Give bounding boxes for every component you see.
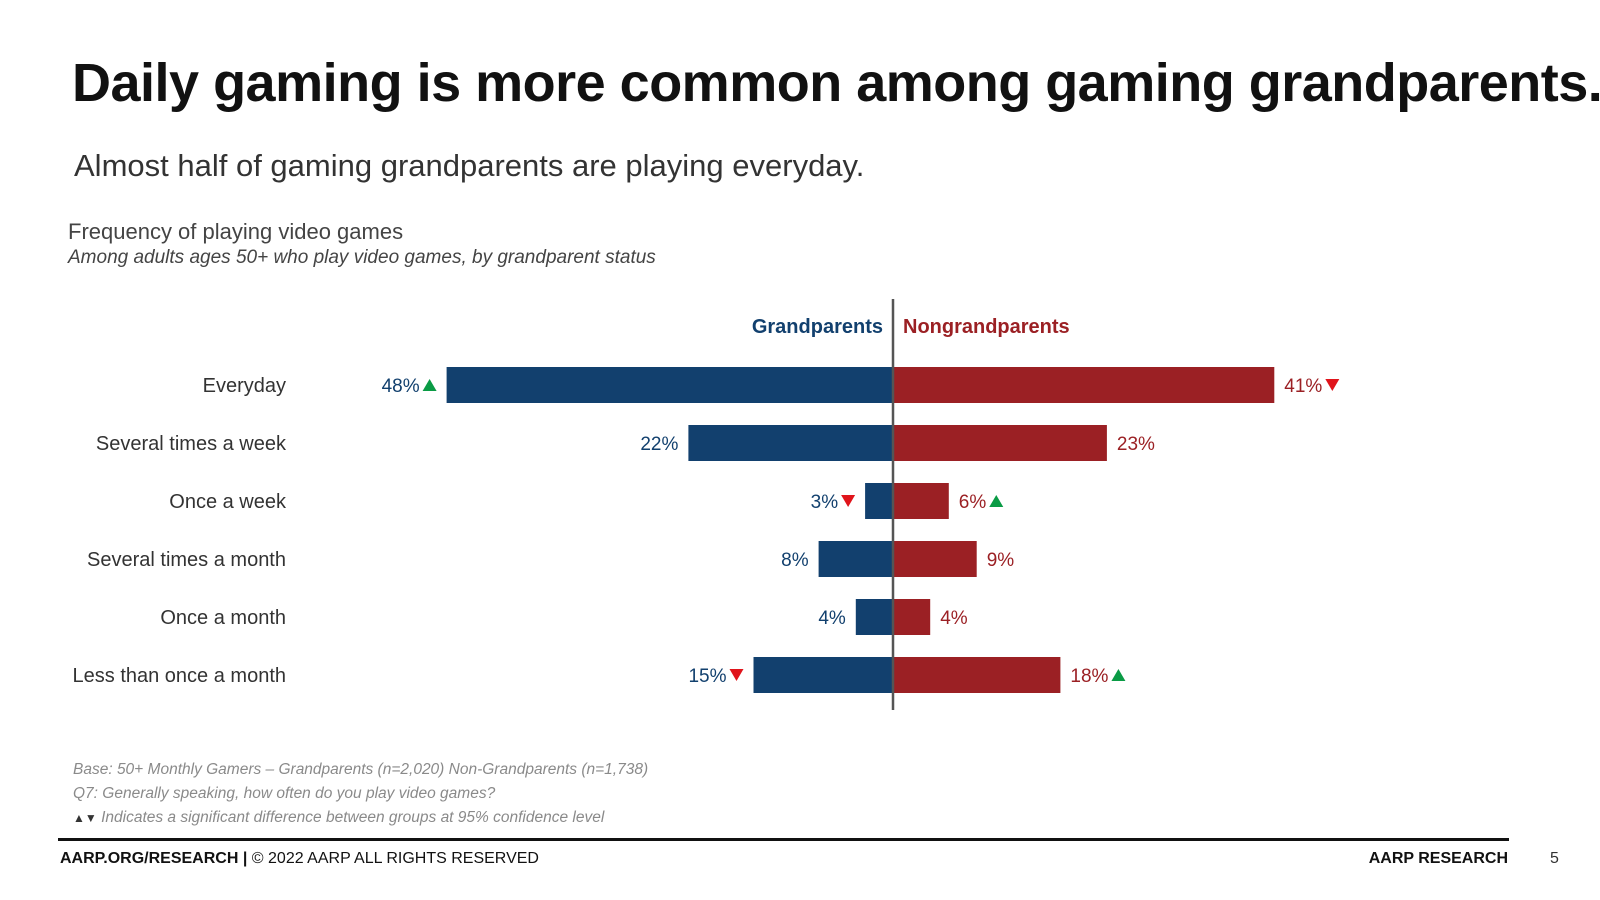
data-label-grandparents: 48% (382, 376, 420, 397)
footer-left: AARP.ORG/RESEARCH | © 2022 AARP ALL RIGH… (60, 850, 539, 868)
bar-grandparents (818, 541, 893, 577)
category-label: Everyday (203, 375, 286, 397)
data-label-nongrandparents: 23% (1117, 434, 1155, 455)
bar-grandparents (753, 657, 893, 693)
slide-subtitle: Almost half of gaming grandparents are p… (74, 148, 865, 183)
sig-down-icon (729, 669, 744, 681)
bar-nongrandparents (893, 367, 1275, 403)
data-label-grandparents: 22% (640, 434, 678, 455)
legend-grandparents: Grandparents (752, 316, 883, 338)
significance-text: Indicates a significant difference betwe… (101, 809, 605, 826)
diverging-bar-chart: Grandparents Nongrandparents Everyday 48% 41… (73, 299, 1340, 710)
category-label: Less than once a month (73, 665, 286, 687)
data-label-nongrandparents: 6% (959, 492, 987, 513)
chart-subtitle: Among adults ages 50+ who play video gam… (68, 247, 656, 268)
bar-grandparents (688, 425, 893, 461)
footer-separator: | (238, 850, 252, 867)
sig-down-icon (841, 495, 856, 507)
legend-nongrandparents: Nongrandparents (903, 316, 1070, 338)
footer-brand: AARP RESEARCH (1368, 850, 1508, 867)
slide-title: Daily gaming is more common among gaming… (72, 53, 1600, 113)
data-label-nongrandparents: 41% (1284, 376, 1322, 397)
footer-divider (58, 838, 1509, 841)
bar-nongrandparents (893, 657, 1061, 693)
data-label-grandparents: 8% (781, 550, 809, 571)
page-number: 5 (1550, 850, 1559, 867)
data-label-grandparents: 3% (811, 492, 839, 513)
significance-symbols: ▲▼ (73, 811, 97, 825)
category-label: Once a week (169, 491, 287, 513)
category-label: Several times a month (87, 549, 286, 571)
significance-note: ▲▼ Indicates a significant difference be… (73, 809, 604, 827)
chart-title: Frequency of playing video games (68, 219, 404, 244)
data-label-nongrandparents: 4% (940, 608, 968, 629)
data-label-grandparents: 15% (688, 666, 726, 687)
bar-grandparents (865, 483, 893, 519)
bar-nongrandparents (893, 541, 977, 577)
bar-grandparents (446, 367, 893, 403)
bar-grandparents (855, 599, 893, 635)
base-note: Base: 50+ Monthly Gamers – Grandparents … (73, 761, 649, 778)
bar-nongrandparents (893, 425, 1107, 461)
category-label: Once a month (160, 607, 286, 629)
footer-copyright: © 2022 AARP ALL RIGHTS RESERVED (251, 850, 539, 867)
bar-nongrandparents (893, 599, 931, 635)
sig-down-icon (1325, 379, 1340, 391)
bar-nongrandparents (893, 483, 949, 519)
footer-site-link[interactable]: AARP.ORG/RESEARCH (60, 850, 239, 867)
sig-up-icon (422, 379, 437, 391)
data-label-grandparents: 4% (818, 608, 846, 629)
sig-up-icon (1111, 669, 1126, 681)
data-label-nongrandparents: 9% (987, 550, 1015, 571)
category-label: Several times a week (96, 433, 287, 455)
question-note: Q7: Generally speaking, how often do you… (73, 785, 496, 802)
data-label-nongrandparents: 18% (1070, 666, 1108, 687)
sig-up-icon (989, 495, 1004, 507)
